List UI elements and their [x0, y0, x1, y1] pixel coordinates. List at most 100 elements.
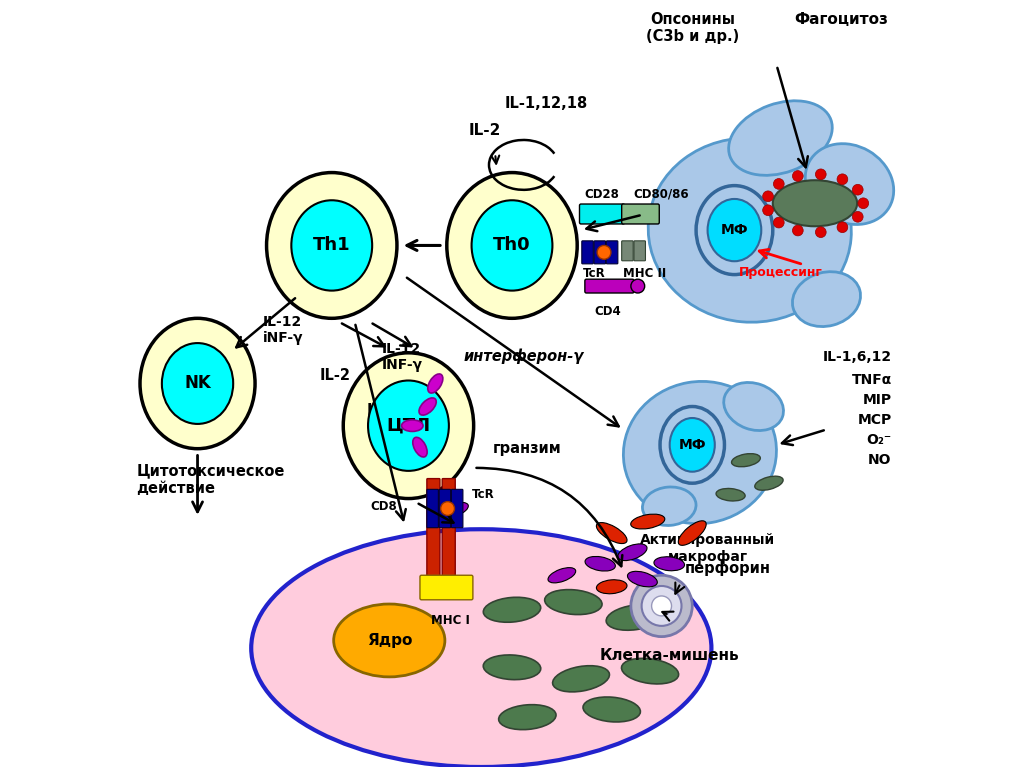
Circle shape — [815, 169, 826, 179]
Ellipse shape — [696, 186, 773, 275]
Text: O₂⁻: O₂⁻ — [866, 433, 892, 447]
Circle shape — [631, 279, 645, 293]
Text: TcR: TcR — [584, 267, 606, 280]
Text: Процессинг: Процессинг — [738, 266, 822, 278]
Circle shape — [793, 170, 803, 181]
Text: Цитотоксическое
действие: Цитотоксическое действие — [136, 463, 285, 495]
Ellipse shape — [660, 407, 724, 483]
Text: IL-12
iNF-γ: IL-12 iNF-γ — [263, 314, 303, 345]
Ellipse shape — [596, 580, 627, 594]
Ellipse shape — [755, 476, 783, 490]
Ellipse shape — [266, 173, 397, 318]
Text: CD4: CD4 — [594, 305, 621, 318]
Ellipse shape — [472, 200, 552, 291]
Circle shape — [837, 174, 848, 185]
Circle shape — [631, 575, 692, 637]
Circle shape — [852, 184, 863, 195]
Ellipse shape — [413, 437, 427, 457]
Circle shape — [815, 227, 826, 238]
Ellipse shape — [585, 556, 615, 571]
Ellipse shape — [292, 200, 372, 291]
Text: CD8: CD8 — [371, 500, 397, 512]
Circle shape — [597, 245, 611, 259]
Circle shape — [642, 586, 682, 626]
FancyBboxPatch shape — [442, 479, 456, 580]
Ellipse shape — [648, 138, 851, 322]
FancyBboxPatch shape — [606, 241, 617, 264]
Circle shape — [440, 502, 455, 515]
FancyBboxPatch shape — [439, 489, 451, 528]
Text: IL-12
INF-γ: IL-12 INF-γ — [382, 341, 423, 372]
Ellipse shape — [251, 529, 712, 767]
Ellipse shape — [446, 173, 578, 318]
FancyBboxPatch shape — [452, 489, 463, 528]
FancyBboxPatch shape — [585, 279, 634, 293]
Text: Опсонины
(С3b и др.): Опсонины (С3b и др.) — [645, 12, 739, 44]
Text: IL-2: IL-2 — [469, 123, 502, 138]
Ellipse shape — [631, 514, 665, 529]
Ellipse shape — [724, 383, 783, 430]
Text: Клетка-мишень: Клетка-мишень — [599, 648, 739, 663]
Ellipse shape — [729, 100, 833, 176]
Ellipse shape — [583, 697, 640, 722]
Circle shape — [763, 205, 773, 216]
Ellipse shape — [140, 318, 255, 449]
Text: интерферон-γ: интерферон-γ — [463, 349, 584, 364]
Ellipse shape — [606, 604, 664, 630]
Ellipse shape — [545, 590, 602, 614]
Ellipse shape — [793, 272, 860, 327]
FancyBboxPatch shape — [622, 204, 659, 224]
Ellipse shape — [716, 489, 745, 501]
Text: ЦТЛ: ЦТЛ — [386, 416, 430, 435]
Ellipse shape — [368, 380, 449, 471]
Ellipse shape — [805, 143, 894, 225]
Text: TNFα: TNFα — [851, 373, 892, 387]
Circle shape — [852, 212, 863, 222]
FancyBboxPatch shape — [427, 479, 440, 580]
Text: Th0: Th0 — [494, 236, 530, 255]
Ellipse shape — [343, 353, 474, 499]
Text: CD28: CD28 — [585, 188, 620, 201]
Ellipse shape — [628, 571, 657, 587]
Ellipse shape — [624, 381, 776, 524]
Circle shape — [651, 596, 672, 616]
Text: IL-2: IL-2 — [321, 368, 351, 384]
Ellipse shape — [553, 666, 609, 692]
Ellipse shape — [596, 522, 627, 544]
Circle shape — [773, 179, 784, 189]
Text: Ядро: Ядро — [367, 633, 412, 648]
Text: CD80/86: CD80/86 — [633, 188, 689, 201]
Text: Th1: Th1 — [313, 236, 350, 255]
Ellipse shape — [548, 568, 575, 583]
Ellipse shape — [773, 180, 857, 226]
Text: MIP: MIP — [862, 393, 892, 407]
Text: NO: NO — [868, 453, 892, 467]
Ellipse shape — [731, 453, 761, 467]
Ellipse shape — [622, 658, 679, 684]
Circle shape — [793, 225, 803, 236]
Circle shape — [858, 198, 868, 209]
Text: IL-1,12,18: IL-1,12,18 — [505, 96, 588, 111]
Text: Фагоцитоз: Фагоцитоз — [794, 12, 888, 27]
Text: TcR: TcR — [472, 489, 495, 501]
Ellipse shape — [162, 343, 233, 424]
Text: Активированный
макрофаг: Активированный макрофаг — [640, 533, 775, 564]
Text: MCP: MCP — [857, 413, 892, 427]
Text: МФ: МФ — [679, 438, 707, 452]
Ellipse shape — [654, 557, 684, 571]
Ellipse shape — [483, 597, 541, 622]
FancyBboxPatch shape — [594, 241, 605, 264]
Circle shape — [773, 217, 784, 228]
Text: IL-1,6,12: IL-1,6,12 — [822, 350, 892, 364]
FancyBboxPatch shape — [634, 241, 645, 261]
FancyBboxPatch shape — [580, 204, 625, 224]
FancyBboxPatch shape — [622, 241, 633, 261]
FancyBboxPatch shape — [582, 241, 593, 264]
FancyBboxPatch shape — [420, 575, 473, 600]
Text: гранзим: гранзим — [493, 441, 561, 456]
Text: NK: NK — [184, 374, 211, 393]
Ellipse shape — [401, 420, 423, 431]
Ellipse shape — [419, 398, 436, 415]
Text: МФ: МФ — [721, 223, 749, 237]
Text: МНС I: МНС I — [431, 614, 470, 627]
